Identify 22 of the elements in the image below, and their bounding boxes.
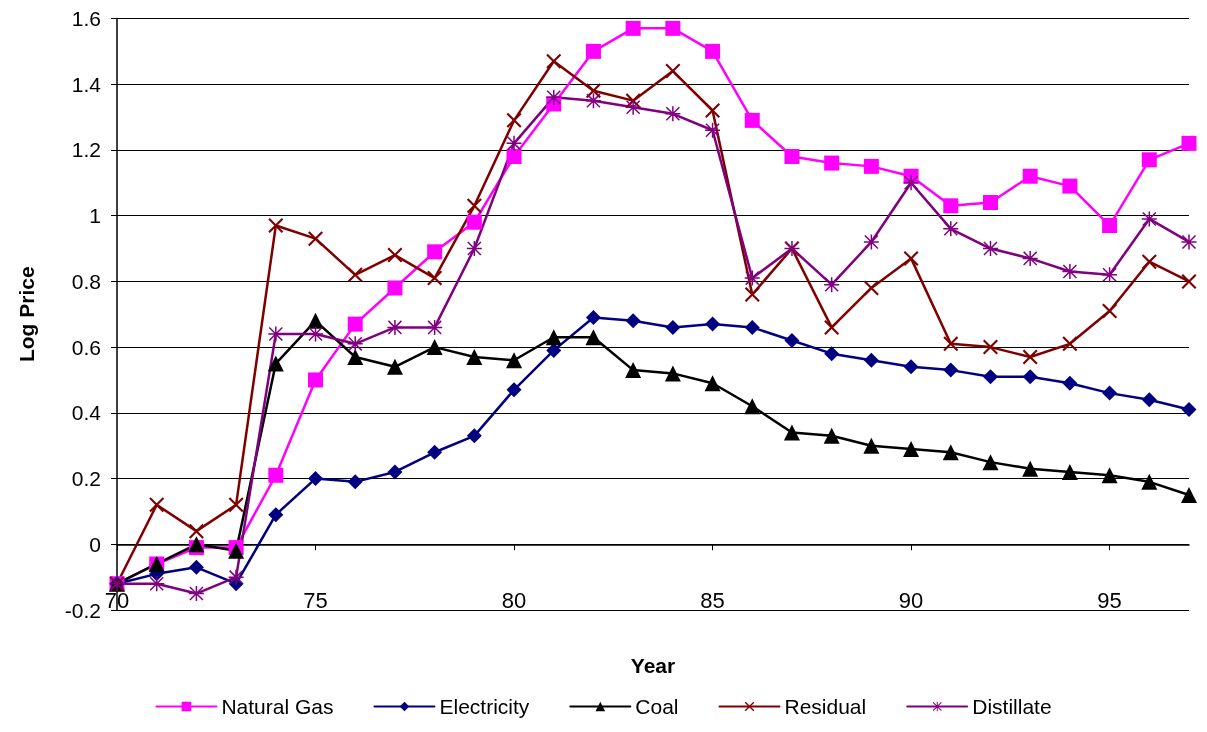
x-tick-label: 95 [1097, 587, 1122, 613]
y-tick-label: 1 [89, 204, 101, 228]
y-tick-label: -0.2 [64, 598, 101, 622]
x-tick-label: 90 [898, 587, 924, 613]
y-tick-label: 0 [89, 532, 101, 556]
legend-label: Coal [635, 695, 679, 718]
y-tick-label: 0.2 [71, 467, 101, 491]
legend-label: Distillate [972, 695, 1052, 718]
x-tick-label: 80 [501, 587, 527, 613]
y-tick-label: 0.4 [71, 401, 102, 425]
legend-label: Electricity [439, 695, 530, 718]
legend-label: Residual [784, 695, 867, 718]
y-axis-title: Log Price [15, 266, 38, 363]
y-tick-label: 1.6 [71, 7, 101, 30]
y-tick-label: 0.8 [71, 269, 101, 293]
y-tick-label: 1.4 [71, 72, 102, 96]
y-tick-label: 1.2 [71, 138, 101, 162]
x-tick-label: 85 [700, 587, 725, 613]
legend-label: Natural Gas [221, 695, 334, 718]
x-axis-title: Year [630, 654, 676, 677]
x-tick-label: 75 [303, 587, 328, 613]
y-tick-label: 0.6 [71, 335, 101, 359]
